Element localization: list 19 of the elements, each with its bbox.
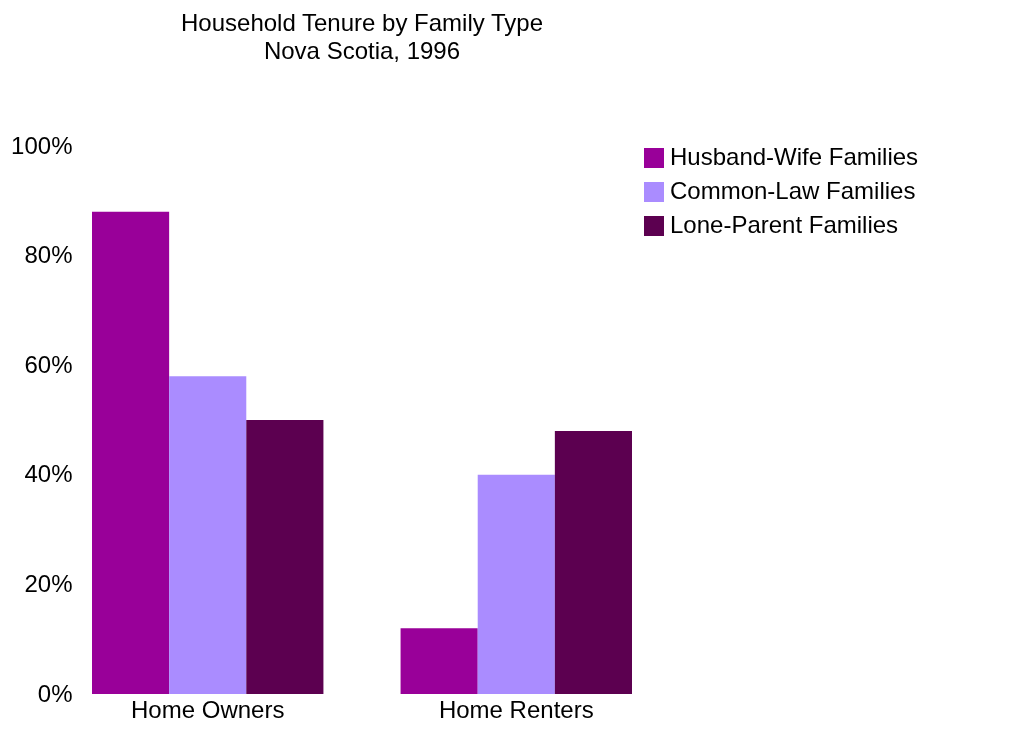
legend-label: Common-Law Families [670, 177, 916, 204]
y-tick-label: 60% [24, 350, 73, 378]
x-tick-label: Home Renters [438, 695, 594, 723]
bar [169, 376, 247, 694]
y-tick-label: 40% [24, 460, 73, 488]
y-tick-label: 20% [24, 569, 73, 597]
bar [246, 420, 324, 694]
x-tick-label: Home Owners [131, 695, 285, 723]
bar [477, 474, 555, 694]
legend-label: Husband-Wife Families [670, 143, 919, 170]
chart-subtitle: Nova Scotia, 1996 [263, 37, 461, 64]
y-tick-label: 0% [37, 679, 73, 707]
chart-title: Household Tenure by Family Type [181, 9, 543, 36]
bar [92, 211, 170, 694]
y-tick-label: 80% [24, 241, 73, 269]
y-tick-label: 100% [11, 131, 73, 159]
legend-label: Lone-Parent Families [670, 211, 899, 238]
bar [554, 430, 632, 694]
bar [400, 628, 478, 694]
